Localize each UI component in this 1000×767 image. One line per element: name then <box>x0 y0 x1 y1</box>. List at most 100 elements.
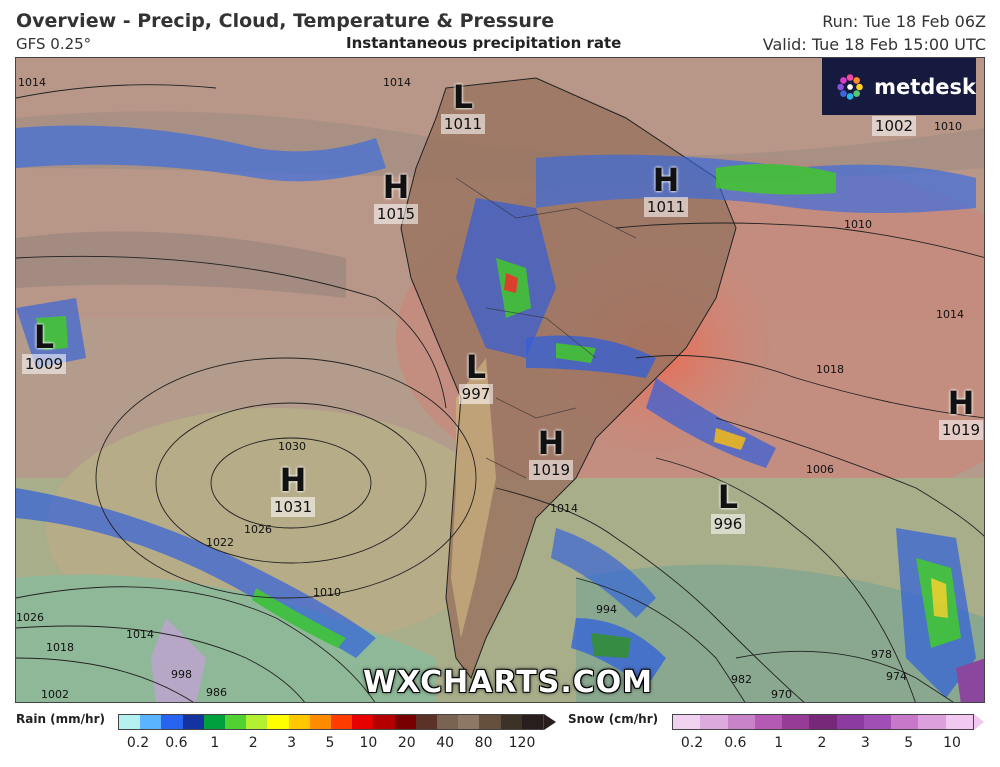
snow-color-bar <box>672 714 974 730</box>
legend-swatch <box>945 715 973 729</box>
isobar-label: 1010 <box>844 218 872 231</box>
legend-tick-label: 1 <box>210 735 220 751</box>
legend-swatch <box>119 715 141 729</box>
isobar-label: 1026 <box>244 523 272 536</box>
legend-swatch <box>394 715 416 729</box>
legend-swatch <box>836 715 864 729</box>
legend-swatch <box>309 715 332 729</box>
legend-tick-label: 0.2 <box>126 735 150 751</box>
legend: Rain (mm/hr) 0.2 0.6 1 2 3 5 10 20 40 80 120 Snow … <box>0 706 1000 767</box>
legend-tick-label: 40 <box>436 735 455 751</box>
isobar-label: 1030 <box>278 440 306 453</box>
isobar-label: 1010 <box>934 120 962 133</box>
isobar-label: 970 <box>771 688 792 701</box>
legend-tick-label: 3 <box>860 735 870 751</box>
weather-map[interactable]: L 1011 H 1015 H 1011 L 1009 L 997 H 1019… <box>15 57 985 703</box>
isobar-label: 1014 <box>936 308 964 321</box>
country-borders <box>455 177 637 479</box>
isobar-label: 1022 <box>206 536 234 549</box>
legend-swatch <box>225 715 247 729</box>
pressure-center-high: H 1019 <box>521 426 581 480</box>
legend-swatch <box>352 715 374 729</box>
legend-tick-label: 0.2 <box>680 735 704 751</box>
legend-swatch <box>521 715 544 729</box>
pressure-value-label: 1002 <box>869 116 919 136</box>
pressure-center-low: L 1009 <box>16 320 74 374</box>
legend-swatch <box>373 715 395 729</box>
pressure-center-high: H 1031 <box>263 463 323 517</box>
watermark: WXCHARTS.COM <box>363 665 654 700</box>
pressure-center-low: L 996 <box>698 480 758 534</box>
rain-legend-title: Rain (mm/hr) <box>16 712 105 726</box>
legend-tick-label: 0.6 <box>724 735 747 751</box>
logo-text: metdesk <box>874 74 976 99</box>
legend-swatch <box>479 715 501 729</box>
isobar-label: 1002 <box>41 688 69 701</box>
isobar-label: 1014 <box>126 628 154 641</box>
isobar-label: 1014 <box>18 76 46 89</box>
chart-subtitle: Instantaneous precipitation rate <box>346 34 622 52</box>
rain-color-bar <box>118 714 544 730</box>
isobar-label: 986 <box>206 686 227 699</box>
chart-title: Overview - Precip, Cloud, Temperature & … <box>16 10 555 32</box>
legend-swatch <box>331 715 353 729</box>
valid-time: Valid: Tue 18 Feb 15:00 UTC <box>762 35 986 54</box>
pressure-center-high: H 1011 <box>636 163 696 217</box>
isobar-label: 1006 <box>806 463 834 476</box>
isobar-label: 978 <box>871 648 892 661</box>
legend-swatch <box>782 715 810 729</box>
isobar-label: 974 <box>886 670 907 683</box>
legend-swatch <box>140 715 162 729</box>
isobar-label: 1010 <box>313 586 341 599</box>
legend-swatch <box>809 715 837 729</box>
legend-swatch <box>863 715 892 729</box>
isobar-label: 982 <box>731 673 752 686</box>
isobar-label: 1018 <box>816 363 844 376</box>
isobars <box>16 84 984 702</box>
run-time: Run: Tue 18 Feb 06Z <box>822 12 986 31</box>
legend-tick-label: 2 <box>248 735 258 751</box>
legend-swatch <box>500 715 522 729</box>
legend-swatch <box>267 715 289 729</box>
legend-swatch <box>161 715 183 729</box>
legend-swatch <box>203 715 226 729</box>
isobar-label: 994 <box>596 603 617 616</box>
legend-swatch <box>918 715 946 729</box>
legend-tick-label: 120 <box>508 735 536 751</box>
pressure-center-high: H 1015 <box>366 170 426 224</box>
snow-legend-title: Snow (cm/hr) <box>568 712 659 726</box>
legend-swatch <box>891 715 919 729</box>
legend-swatch <box>288 715 310 729</box>
legend-tick-label: 20 <box>397 735 416 751</box>
pressure-center-low: L 997 <box>446 350 506 404</box>
isobar-label: 1014 <box>550 502 578 515</box>
pinwheel-icon <box>837 73 863 100</box>
legend-tick-label: 80 <box>474 735 493 751</box>
pressure-center-low: L 1011 <box>433 80 493 134</box>
legend-tick-label: 10 <box>359 735 378 751</box>
legend-tick-label: 10 <box>943 735 961 751</box>
legend-swatch <box>437 715 459 729</box>
isobar-label: 998 <box>171 668 192 681</box>
snow-bar-arrow <box>974 714 984 730</box>
pressure-center-high: H 1019 <box>931 386 984 440</box>
metdesk-logo: metdesk <box>822 58 976 115</box>
legend-tick-label: 5 <box>904 735 914 751</box>
isobar-label: 1026 <box>16 611 44 624</box>
model-name: GFS 0.25° <box>16 35 92 53</box>
legend-tick-label: 0.6 <box>165 735 188 751</box>
legend-tick-label: 1 <box>774 735 784 751</box>
legend-tick-label: 2 <box>817 735 827 751</box>
precipitation-areas <box>16 125 984 702</box>
legend-swatch <box>673 715 701 729</box>
legend-swatch <box>727 715 755 729</box>
legend-swatch <box>182 715 204 729</box>
isobar-label: 1018 <box>46 641 74 654</box>
legend-swatch <box>700 715 728 729</box>
isobar-label: 1014 <box>383 76 411 89</box>
legend-tick-label: 3 <box>287 735 297 751</box>
rain-bar-arrow <box>544 714 556 730</box>
legend-tick-label: 5 <box>325 735 335 751</box>
legend-swatch <box>246 715 268 729</box>
legend-swatch <box>458 715 480 729</box>
